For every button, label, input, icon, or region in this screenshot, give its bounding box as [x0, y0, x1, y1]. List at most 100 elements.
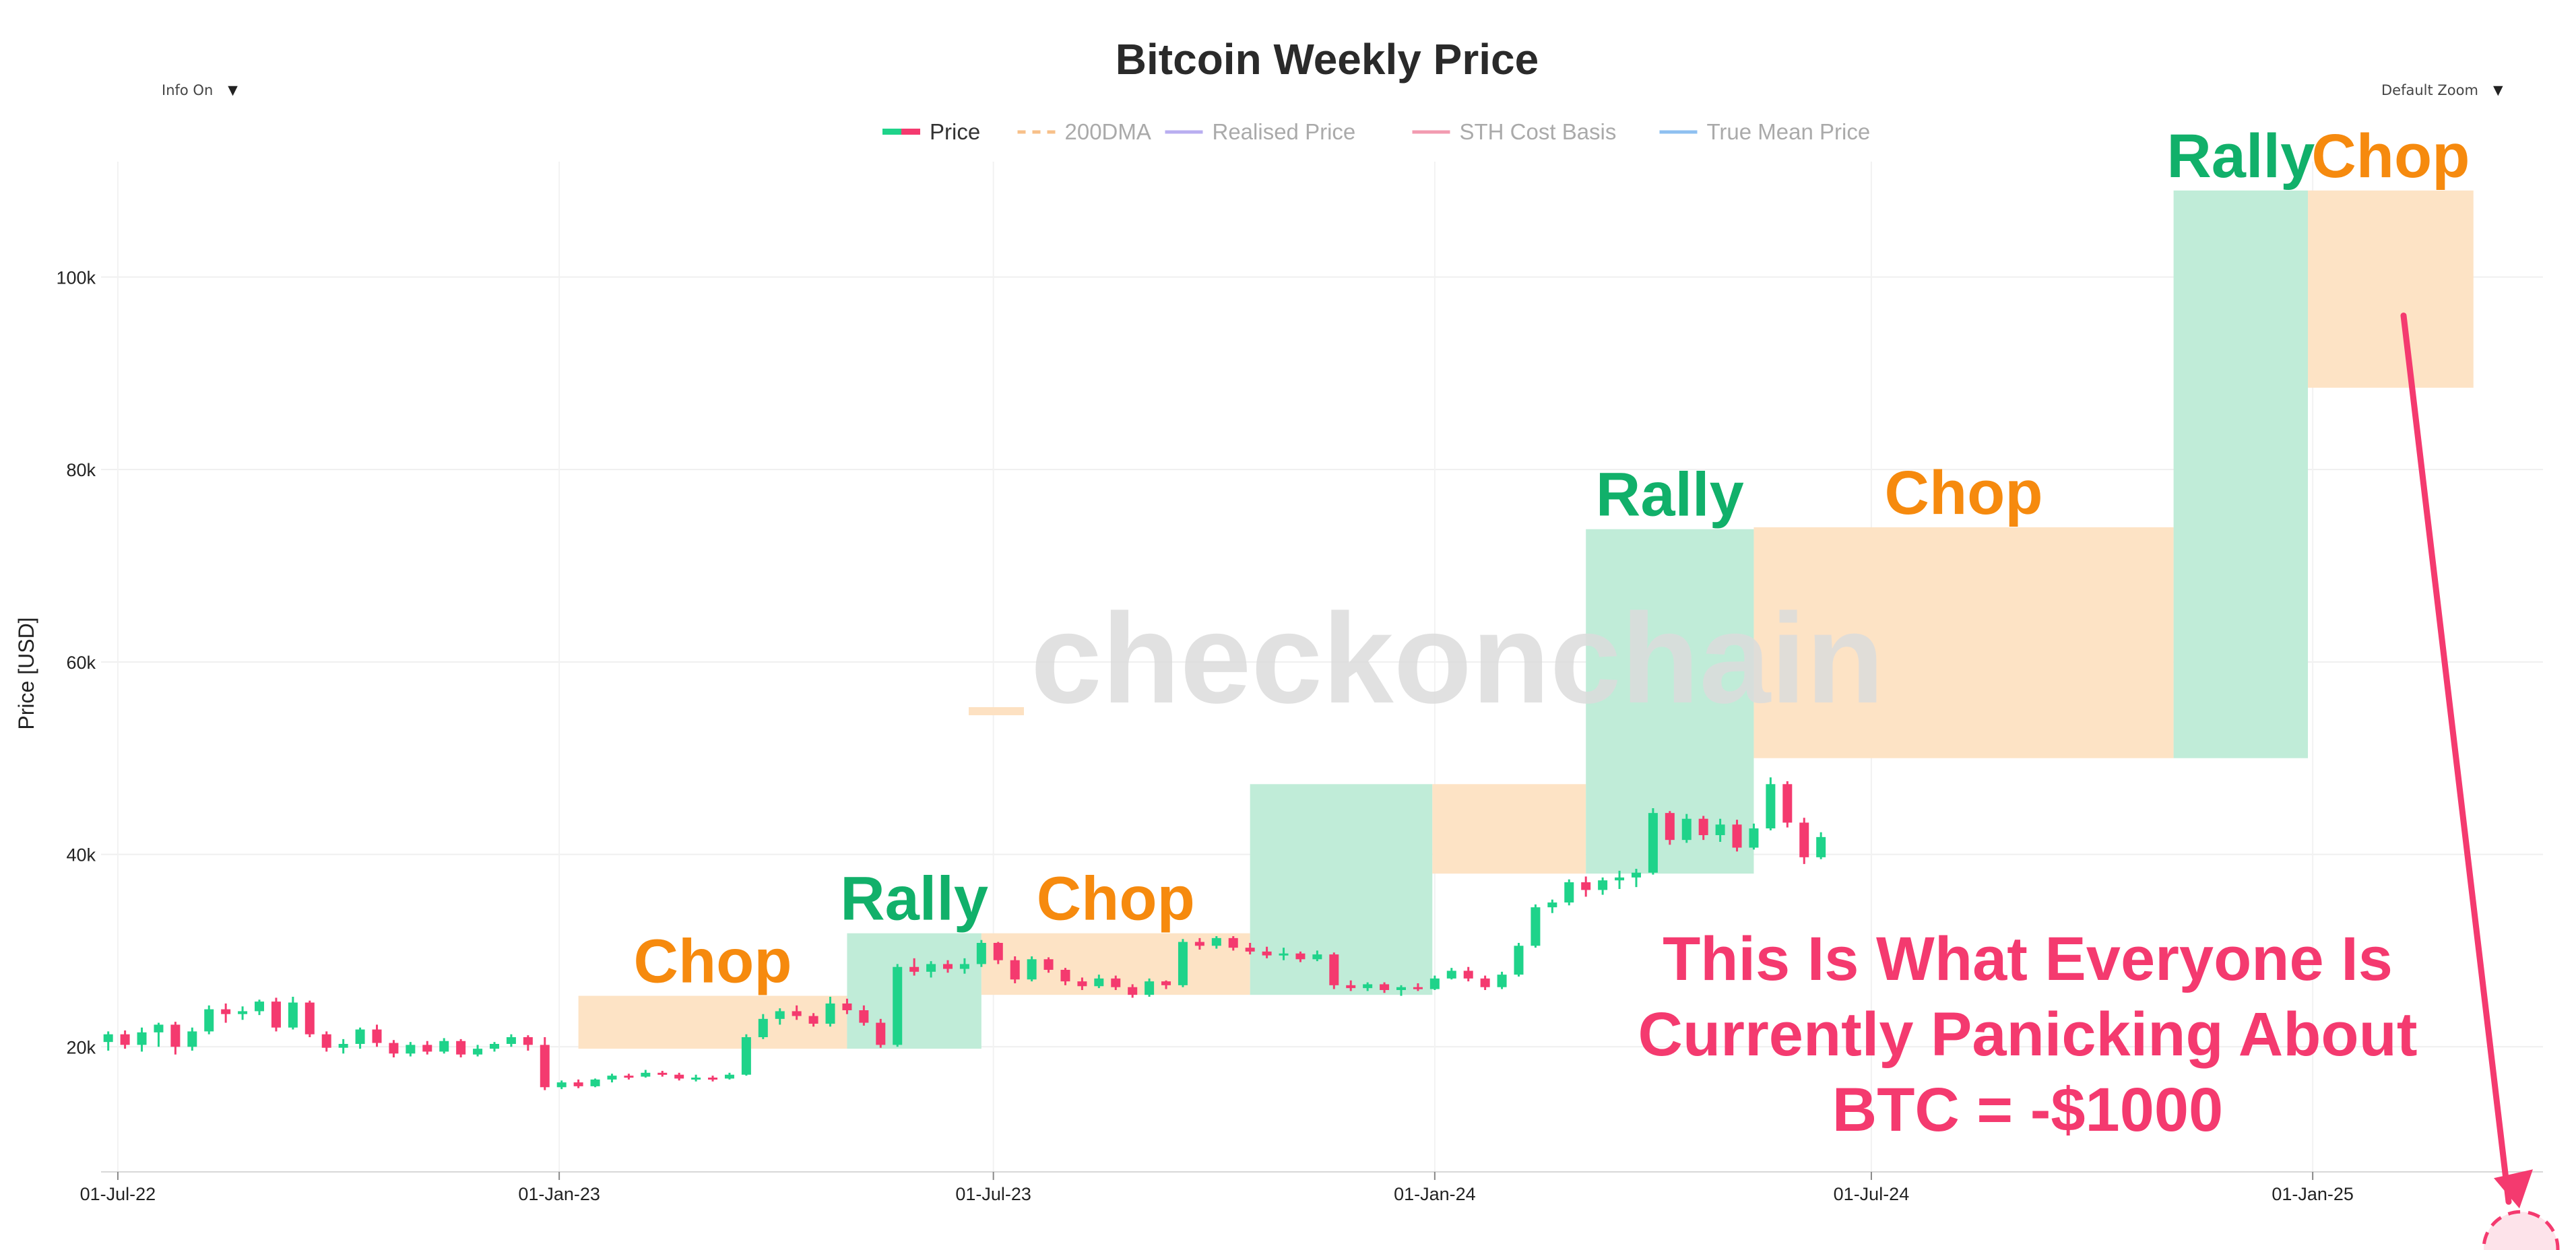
rally-label: Rally: [840, 865, 988, 933]
candle-body: [422, 1045, 432, 1052]
candle-body: [1178, 942, 1188, 985]
legend-label: Price: [930, 119, 980, 144]
candle-body: [304, 1002, 315, 1034]
chop-label: Chop: [1885, 459, 2043, 527]
candle-body: [1749, 828, 1759, 848]
x-tick-label: 01-Jul-23: [955, 1184, 1031, 1204]
candle-body: [741, 1037, 751, 1075]
candle-body: [1245, 948, 1255, 952]
candle-body: [1514, 946, 1524, 975]
candle-body: [1027, 959, 1037, 980]
candle-body: [1060, 970, 1070, 982]
candle-body: [942, 964, 953, 969]
candle-body: [1128, 987, 1138, 995]
candle-body: [1564, 882, 1574, 902]
candle-body: [590, 1079, 600, 1086]
x-tick-label: 01-Jan-24: [1394, 1184, 1476, 1204]
candle-body: [406, 1045, 416, 1054]
candle-body: [238, 1011, 248, 1014]
candle-body: [1111, 978, 1121, 987]
candle-body: [288, 1002, 298, 1028]
candle-body: [1715, 824, 1725, 835]
candle-body: [1413, 987, 1423, 989]
candle-body: [624, 1076, 634, 1078]
candle-body: [103, 1034, 113, 1043]
candle-body: [1262, 951, 1272, 956]
candle-body: [893, 966, 903, 1045]
candle-body: [573, 1082, 583, 1086]
candle-body: [120, 1034, 130, 1045]
candle-body: [976, 943, 986, 964]
candle-body: [456, 1041, 466, 1055]
callout-arrowhead: [2494, 1169, 2533, 1209]
rally-region: [847, 933, 981, 1049]
legend-label: True Mean Price: [1707, 119, 1871, 144]
candle-body: [523, 1037, 533, 1045]
chop-label: Chop: [1037, 865, 1195, 933]
rally-label: Rally: [1596, 461, 1744, 529]
x-tick-label: 01-Jul-24: [1834, 1184, 1910, 1204]
candle-body: [1732, 824, 1742, 848]
candle-body: [758, 1018, 768, 1037]
candle-body: [1631, 872, 1641, 878]
candle-body: [1043, 959, 1054, 970]
legend-item: STH Cost Basis: [1412, 119, 1617, 144]
regime-boxes: [578, 190, 2474, 1049]
candle-body: [1446, 971, 1456, 979]
candle-body: [876, 1022, 886, 1045]
y-tick-label: 80k: [66, 460, 96, 480]
y-tick-label: 60k: [66, 653, 96, 673]
chop-region: [578, 995, 847, 1049]
candle-body: [1665, 813, 1675, 841]
candle-body: [1010, 960, 1020, 980]
legend: Price 200DMA Realised Price STH Cost Basis T…: [882, 119, 1870, 144]
candle-body: [842, 1004, 852, 1010]
candle-body: [657, 1072, 668, 1075]
candle-body: [1497, 975, 1507, 987]
info-toggle-label: Info On: [162, 82, 214, 98]
candle-body: [1329, 954, 1339, 985]
candle-body: [1429, 978, 1440, 989]
candle-body: [691, 1078, 701, 1080]
candle-body: [1648, 813, 1658, 873]
candle-body: [775, 1011, 785, 1019]
y-axis-label: Price [USD]: [14, 617, 38, 729]
candle-body: [271, 1001, 281, 1028]
zoom-select-dropdown[interactable]: Default Zoom ▼: [2381, 82, 2503, 98]
chop-region: [2308, 190, 2474, 388]
info-toggle-dropdown[interactable]: Info On ▼: [162, 82, 238, 98]
legend-item: True Mean Price: [1659, 119, 1871, 144]
candle-body: [1480, 978, 1490, 987]
candle-body: [825, 1004, 835, 1024]
candle-body: [1094, 978, 1104, 987]
candle-body: [1228, 938, 1238, 948]
candle-body: [137, 1032, 147, 1045]
x-tick-label: 01-Jan-23: [518, 1184, 600, 1204]
candle-body: [607, 1076, 617, 1080]
rally-label: Rally: [2166, 122, 2315, 191]
candle-body: [1547, 902, 1557, 908]
legend-swatch-down: [901, 129, 920, 135]
legend-label: STH Cost Basis: [1460, 119, 1617, 144]
callout: This Is What Everyone Is Currently Panick…: [1638, 312, 2560, 1250]
candle-body: [1161, 981, 1171, 985]
candle-body: [1396, 987, 1407, 990]
candle-body: [1077, 981, 1087, 987]
candle-body: [1799, 822, 1809, 857]
candle-body: [1463, 971, 1473, 979]
candle-body: [1698, 818, 1708, 835]
x-tick-label: 01-Jul-22: [80, 1184, 156, 1204]
candle-body: [338, 1044, 348, 1048]
candle-body: [540, 1045, 550, 1088]
candle-body: [1145, 981, 1155, 995]
target-price-marker: [2482, 1210, 2560, 1250]
candle-body: [1615, 877, 1625, 881]
candle-body: [221, 1009, 231, 1014]
chop-label: Chop: [634, 927, 792, 996]
y-tick-label: 40k: [66, 845, 96, 865]
candle-body: [506, 1037, 516, 1044]
chop-region: [1432, 784, 1586, 874]
candle-body: [1581, 882, 1591, 890]
callout-arrow-shaft: [2400, 312, 2512, 1205]
candle-body: [792, 1011, 802, 1016]
